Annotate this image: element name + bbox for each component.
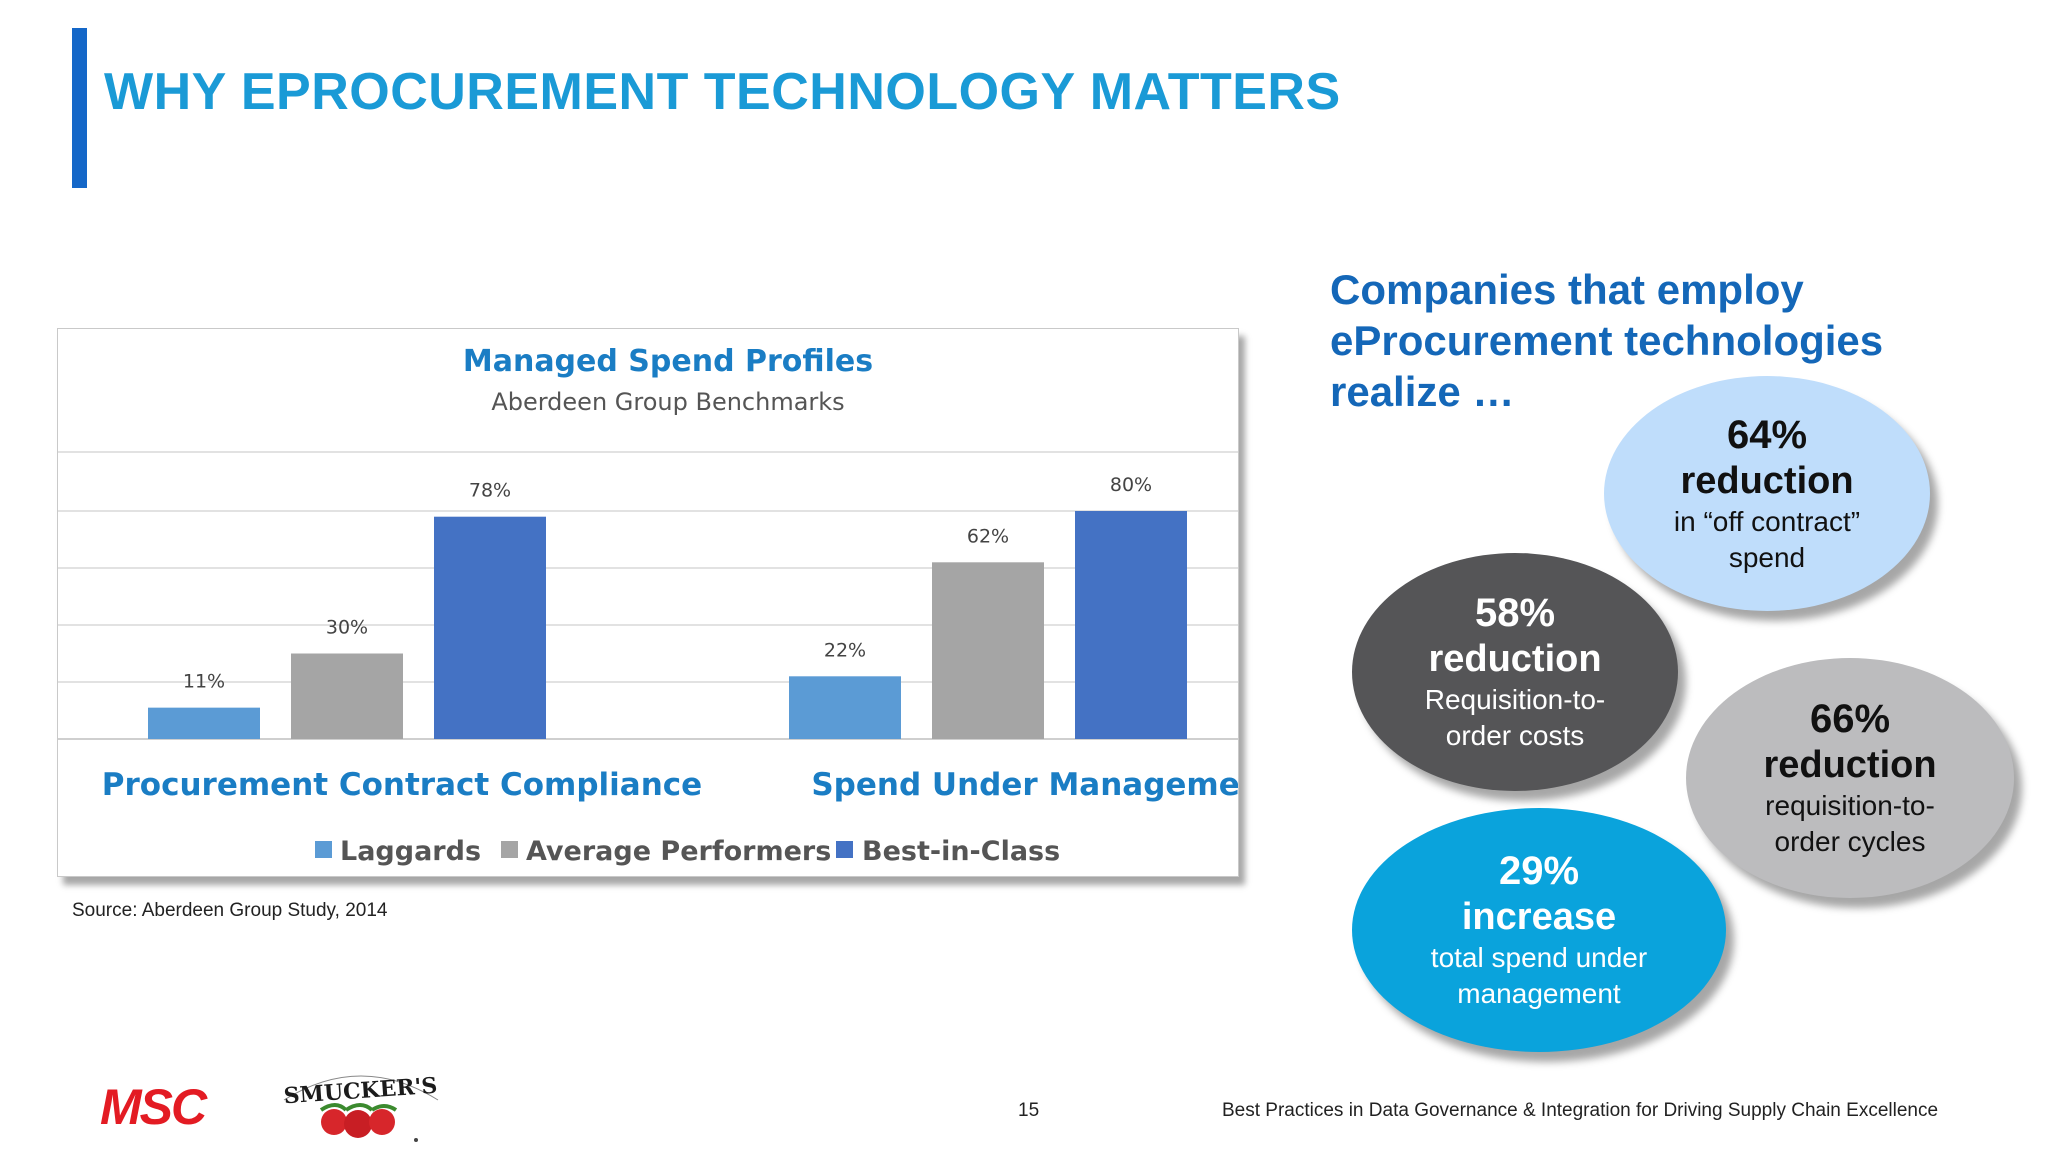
stat-verb: reduction [1428,638,1602,680]
page-number: 15 [1018,1100,1040,1121]
stat-percent: 29% [1498,849,1580,893]
stat-percent: 66% [1809,697,1891,741]
data-label: 62% [967,525,1009,547]
stat-description: requisition-to-order cycles [1765,790,1935,857]
bar-average-performers-0 [291,653,403,739]
footer-text: Best Practices in Data Governance & Inte… [1222,1100,1939,1121]
legend-swatch-laggards [315,841,332,858]
chart-container: Managed Spend Profiles Aberdeen Group Be… [57,328,1239,877]
stat-bubble-off-contract: 64% reduction in “off contract” spend [1604,376,1930,611]
bar-best-in-class-0 [434,516,546,739]
msc-logo: MSC [100,1079,207,1135]
slide-title: WHY EPROCUREMENT TECHNOLOGY MATTERS [104,63,1341,121]
data-label: 11% [183,671,225,693]
bar-labels: 11% 22% 30% 62% 78% 80% [183,474,1152,693]
category-label-contract-compliance: Procurement Contract Compliance [102,767,702,803]
stat-bubble-spend-under-management: 29% increase total spend under managemen… [1352,808,1726,1052]
data-label: 22% [824,639,866,661]
legend: Laggards Average Performers Best-in-Clas… [315,836,1060,867]
stat-percent: 64% [1726,412,1808,457]
category-label-spend-under-management: Spend Under Management [811,767,1238,803]
bar-average-performers-1 [932,562,1044,739]
stat-description: total spend under management [1430,942,1648,1009]
bar-best-in-class-1 [1075,511,1187,739]
source-note: Source: Aberdeen Group Study, 2014 [72,900,388,921]
stat-verb: reduction [1763,744,1937,786]
stat-bubble-requisition-cycles: 66% reduction requisition-to-order cycle… [1686,658,2014,898]
stat-bubble-requisition-costs: 58% reduction Requisition-to-order costs [1352,553,1678,791]
legend-label-best-in-class: Best-in-Class [862,836,1060,867]
data-label: 80% [1110,474,1152,496]
gridlines [58,451,1238,740]
stat-description: Requisition-to-order costs [1424,684,1606,751]
title-accent-bar [72,28,87,188]
chart-title: Managed Spend Profiles [463,344,873,379]
legend-label-average-performers: Average Performers [526,836,831,867]
bar-chart: Managed Spend Profiles Aberdeen Group Be… [58,344,1238,867]
side-heading: Companies that employ eProcurement techn… [1330,266,1884,415]
legend-swatch-best-in-class [836,841,853,858]
smuckers-logo: SMUCKER'S [276,1060,446,1151]
legend-swatch-average-performers [501,841,518,858]
bar-laggards-1 [789,676,901,739]
data-label: 78% [469,480,511,502]
stat-verb: reduction [1680,459,1854,502]
chart-subtitle: Aberdeen Group Benchmarks [491,388,844,416]
stat-verb: increase [1461,896,1617,938]
data-label: 30% [326,617,368,639]
bars [148,511,1187,739]
legend-label-laggards: Laggards [340,836,481,867]
stat-percent: 58% [1474,591,1556,635]
bar-laggards-0 [148,707,260,739]
stat-description: in “off contract” spend [1673,505,1861,573]
